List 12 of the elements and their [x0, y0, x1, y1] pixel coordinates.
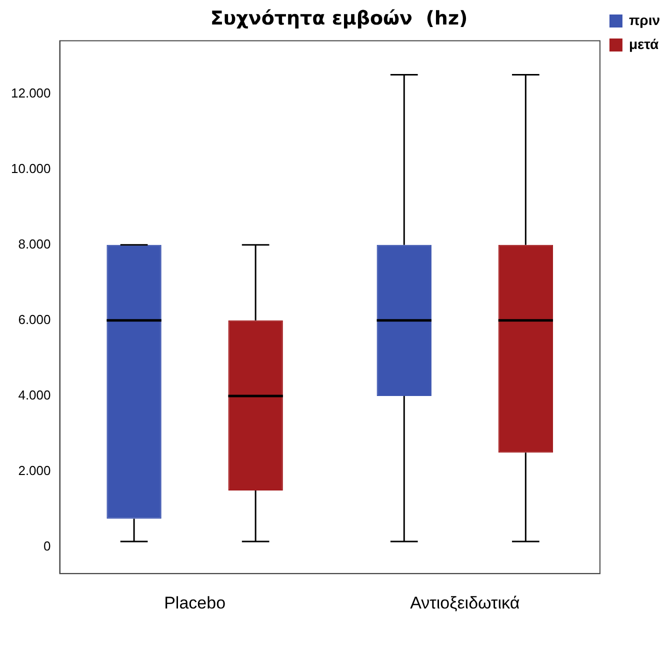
- legend-label: πριν: [628, 12, 660, 28]
- legend-label: μετά: [628, 36, 660, 52]
- x-tick-label: Αντιοξειδωτικά: [410, 593, 520, 612]
- x-tick-label: Placebo: [164, 593, 226, 612]
- y-tick-label: 10.000: [10, 160, 51, 176]
- y-tick-label: 12.000: [10, 85, 51, 100]
- y-tick-label: 2.000: [18, 463, 51, 478]
- y-tick-label: 0: [44, 538, 51, 554]
- y-tick-label: 4.000: [18, 388, 51, 403]
- y-tick-label: 6.000: [18, 312, 51, 328]
- y-tick-label: 8.000: [18, 236, 51, 252]
- chart-title: Συχνότητα εμβοών (hz): [210, 7, 468, 30]
